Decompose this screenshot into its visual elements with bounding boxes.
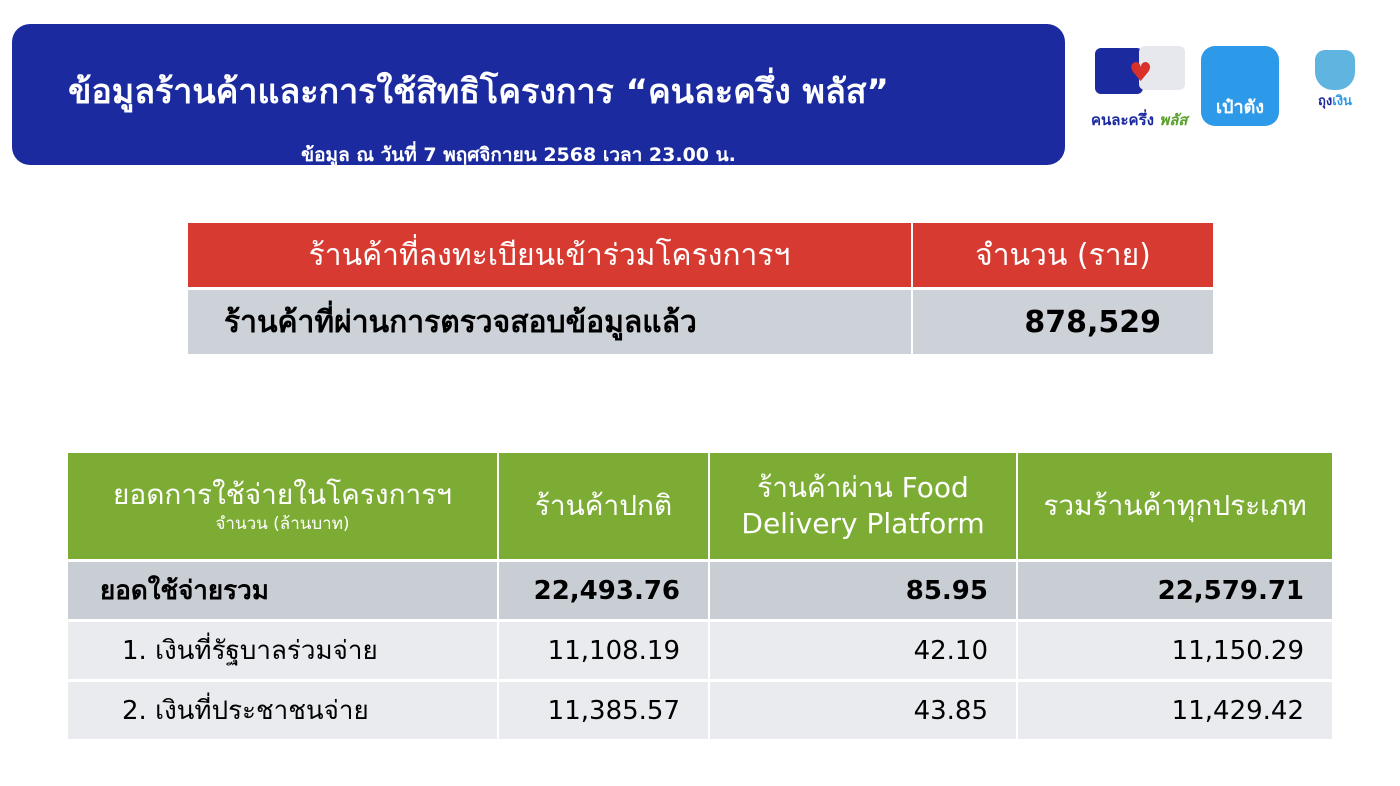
puzzle-piece-icon — [1095, 48, 1143, 94]
heart-icon: ♥ — [1129, 58, 1153, 88]
logo-text: คนละครึ่ง พลัส — [1091, 111, 1188, 129]
tung-ngoen-logo: ถุงเงิน — [1295, 50, 1375, 130]
table-row: ร้านค้าที่ผ่านการตรวจสอบข้อมูลแล้ว 878,5… — [188, 290, 1213, 354]
page-title: ข้อมูลร้านค้าและการใช้สิทธิโครงการ “คนละ… — [68, 72, 889, 112]
title-banner: ข้อมูลร้านค้าและการใช้สิทธิโครงการ “คนละ… — [12, 24, 1065, 166]
table-header-row: ร้านค้าที่ลงทะเบียนเข้าร่วมโครงการฯ จำนว… — [188, 223, 1213, 287]
table-row: 1. เงินที่รัฐบาลร่วมจ่าย 11,108.19 42.10… — [68, 622, 1332, 679]
table-header-row: ยอดการใช้จ่ายในโครงการฯ จำนวน (ล้านบาท) ร… — [68, 453, 1332, 559]
money-bag-icon — [1315, 50, 1355, 90]
puzzle-piece-icon — [1139, 46, 1185, 90]
registration-table: ร้านค้าที่ลงทะเบียนเข้าร่วมโครงการฯ จำนว… — [188, 220, 1213, 357]
khon-la-khrueng-logo: ♥ คนละครึ่ง พลัส — [1091, 36, 1191, 132]
spending-table: ยอดการใช้จ่ายในโครงการฯ จำนวน (ล้านบาท) ร… — [68, 450, 1332, 742]
pao-tang-logo: เป๋าตัง — [1201, 46, 1279, 126]
table-row: ยอดใช้จ่ายรวม 22,493.76 85.95 22,579.71 — [68, 562, 1332, 619]
table-row: 2. เงินที่ประชาชนจ่าย 11,385.57 43.85 11… — [68, 682, 1332, 739]
page-subtitle: ข้อมูล ณ วันที่ 7 พฤศจิกายน 2568 เวลา 23… — [301, 144, 736, 166]
logo-group: ♥ คนละครึ่ง พลัส เป๋าตัง ถุงเงิน — [1085, 36, 1395, 136]
